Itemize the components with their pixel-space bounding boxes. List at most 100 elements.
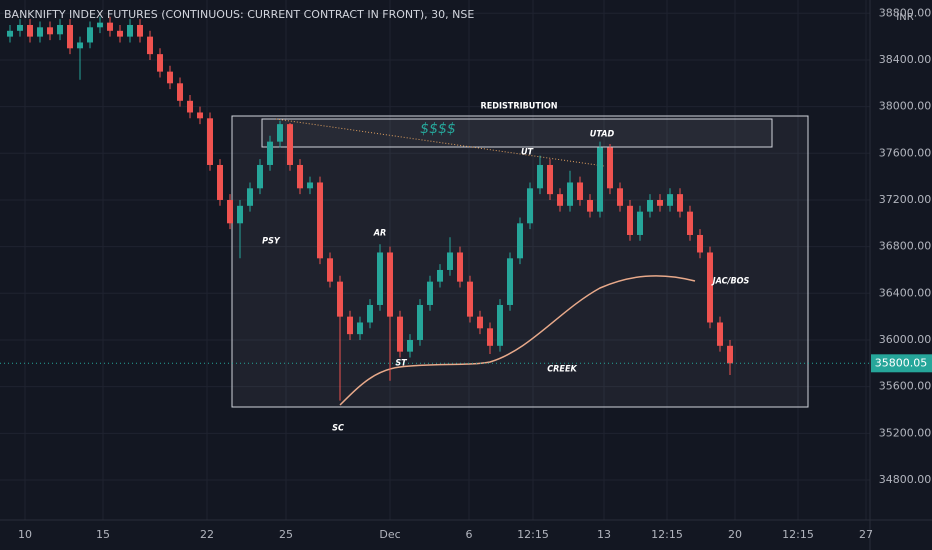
candle-body (527, 188, 533, 224)
candle-body (197, 112, 203, 119)
x-tick-label: 12:15 (651, 528, 683, 541)
candle-body (537, 164, 543, 189)
candle-body (317, 182, 323, 259)
candle-body (157, 54, 163, 72)
candle-body (487, 328, 493, 346)
last-price-label: 35800.05 (875, 356, 928, 369)
candle-body (677, 194, 683, 212)
x-tick-label: 22 (200, 528, 214, 541)
x-tick-label: 12:15 (782, 528, 814, 541)
annotation: UTAD (590, 130, 615, 140)
x-tick-label: 20 (728, 528, 742, 541)
candle-body (357, 322, 363, 335)
candle-body (637, 211, 643, 235)
annotation: ST (395, 359, 408, 369)
annotation: UT (521, 148, 535, 158)
candle-body (687, 211, 693, 235)
annotation: SC (332, 424, 344, 434)
x-tick-label: 12:15 (517, 528, 549, 541)
currency: INR (896, 12, 913, 23)
candle-body (177, 83, 183, 101)
y-tick-label: 38400.00 (879, 53, 932, 66)
y-tick-label: 35600.00 (879, 380, 932, 393)
candle-body (567, 182, 573, 206)
candle-body (577, 182, 583, 200)
candle-body (237, 205, 243, 224)
x-tick-label: 13 (597, 528, 611, 541)
candle-body (267, 141, 273, 165)
candle-body (697, 234, 703, 253)
candle-body (187, 100, 193, 113)
candle-body (387, 252, 393, 317)
candle-body (277, 124, 283, 142)
annotation: CREEK (547, 365, 577, 375)
candle-body (447, 252, 453, 270)
annotation: JAC/BOS (711, 277, 750, 287)
candle-body (137, 24, 143, 37)
candle-body (147, 36, 153, 55)
y-tick-label: 38000.00 (879, 100, 932, 113)
candle-body (667, 194, 673, 206)
y-tick-label: 37200.00 (879, 193, 932, 206)
x-tick-label: 27 (859, 528, 873, 541)
candle-body (107, 22, 113, 31)
candle-body (587, 199, 593, 212)
candle-body (207, 118, 213, 165)
candle-body (57, 24, 63, 35)
candle-body (407, 339, 413, 352)
candle-body (127, 24, 133, 37)
candle-body (467, 281, 473, 317)
candles (7, 16, 733, 401)
x-tick-label: Dec (379, 528, 400, 541)
y-tick-label: 36400.00 (879, 286, 932, 299)
candle-body (17, 24, 23, 31)
annotation: AR (373, 229, 387, 239)
candle-body (477, 316, 483, 329)
candle-body (497, 304, 503, 346)
candle-body (117, 30, 123, 37)
candle-body (27, 24, 33, 37)
x-tick-label: 25 (279, 528, 293, 541)
y-tick-label: 37600.00 (879, 146, 932, 159)
candle-body (627, 205, 633, 235)
candle-body (597, 147, 603, 212)
candle-body (507, 258, 513, 305)
candle-body (717, 322, 723, 346)
candle-body (347, 316, 353, 335)
y-tick-label: 35200.00 (879, 426, 932, 439)
last-price-box (871, 354, 932, 373)
candle-body (727, 345, 733, 364)
candle-body (517, 223, 523, 259)
trend-line (275, 118, 605, 167)
annotation: REDISTRIBUTION (480, 102, 557, 112)
candle-body (307, 182, 313, 189)
candle-body (367, 304, 373, 323)
candle-body (647, 199, 653, 212)
candle-body (97, 22, 103, 28)
y-tick-label: 36800.00 (879, 240, 932, 253)
candle-body (167, 71, 173, 84)
x-tick-label: 15 (96, 528, 110, 541)
candle-body (217, 164, 223, 200)
candle-body (227, 199, 233, 224)
candle-body (427, 281, 433, 305)
candle-body (87, 27, 93, 43)
candle-body (297, 164, 303, 189)
candle-body (607, 147, 613, 189)
annotation: PSY (262, 237, 281, 247)
candle-body (337, 281, 343, 317)
creek-curve (339, 275, 696, 406)
annotation: $$$$ (420, 121, 456, 137)
candle-body (257, 164, 263, 189)
y-tick-label: 36000.00 (879, 333, 932, 346)
candle-body (287, 124, 293, 165)
candle-body (417, 304, 423, 340)
x-tick-label: 10 (18, 528, 32, 541)
candle-body (47, 27, 53, 35)
candle-body (707, 252, 713, 323)
grid (0, 0, 870, 520)
candle-body (247, 188, 253, 206)
candle-body (77, 42, 83, 49)
